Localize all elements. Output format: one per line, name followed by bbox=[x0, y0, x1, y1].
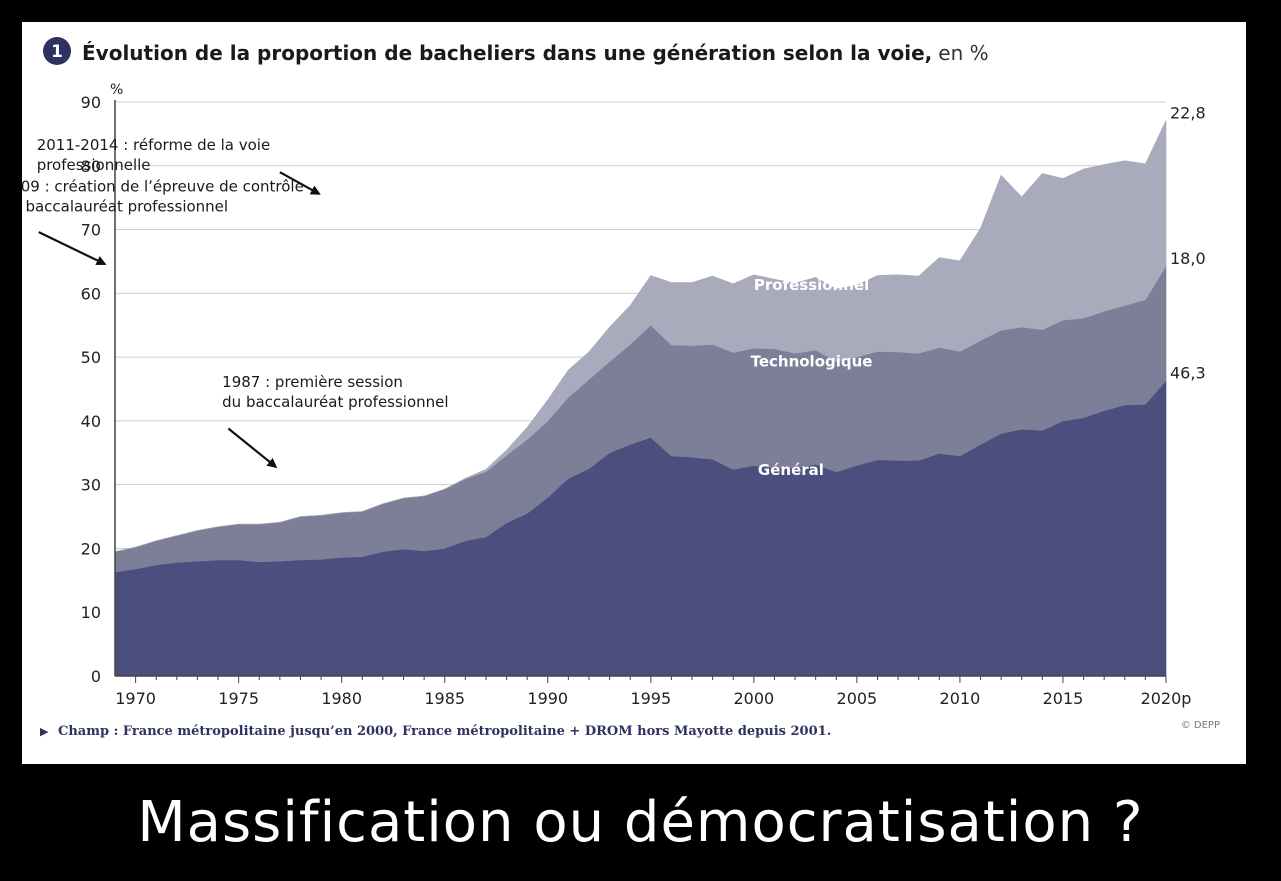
annotation: 1987 : première session du baccalauréat p… bbox=[222, 373, 449, 469]
annotation-text: 2009 : création de l’épreuve de contrôle bbox=[22, 177, 304, 195]
series-label: Général bbox=[758, 461, 824, 479]
figure-title-unit: en % bbox=[938, 41, 988, 65]
figure-card: 1 Évolution de la proportion de bachelie… bbox=[22, 22, 1246, 764]
x-tick-label: 2005 bbox=[837, 689, 878, 708]
x-tick-label: 1985 bbox=[424, 689, 465, 708]
area-professionnel bbox=[114, 120, 1167, 552]
source-credit: © DEPP bbox=[1181, 720, 1220, 731]
y-tick-label: 60 bbox=[81, 284, 101, 303]
y-tick-label: 50 bbox=[81, 348, 101, 367]
y-tick-label: 70 bbox=[81, 221, 101, 240]
end-value-technologique: 18,0 bbox=[1170, 249, 1206, 268]
y-tick-label: 0 bbox=[91, 667, 101, 686]
figure-title: Évolution de la proportion de bacheliers… bbox=[82, 41, 989, 65]
axes: 0 10 20 30 40 50 60 70 80 90 1970 1975 1980 1985 1990 1… bbox=[81, 93, 1192, 708]
annotation-text: professionnelle bbox=[37, 156, 151, 174]
figure-number-badge bbox=[43, 37, 71, 65]
y-tick-label: 30 bbox=[81, 476, 101, 495]
x-tick-label: 1990 bbox=[527, 689, 568, 708]
annotation-text: 1987 : première session bbox=[222, 373, 403, 391]
x-tick-label: 1995 bbox=[630, 689, 671, 708]
x-tick-label: 1975 bbox=[218, 689, 259, 708]
annotation-text: du baccalauréat professionnel bbox=[22, 197, 228, 215]
x-tick-label: 2015 bbox=[1043, 689, 1084, 708]
x-tick-label: 2000 bbox=[733, 689, 774, 708]
annotation-arrow bbox=[38, 231, 107, 266]
series-label: Professionnel bbox=[754, 276, 869, 294]
scope-note: Champ : France métropolitaine jusqu’en 2… bbox=[58, 724, 831, 739]
x-tick-label: 2010 bbox=[940, 689, 981, 708]
x-tick-label: 1980 bbox=[321, 689, 362, 708]
annotation-text: 2011-2014 : réforme de la voie bbox=[37, 136, 270, 154]
annotations: 1987 : première session du baccalauréat p… bbox=[22, 136, 449, 469]
figure-number: 1 bbox=[51, 42, 63, 62]
y-tick-label: 80 bbox=[81, 157, 101, 176]
annotation: 2009 : création de l’épreuve de contrôle… bbox=[22, 177, 304, 266]
end-value-général: 46,3 bbox=[1170, 364, 1206, 383]
x-tick-label: 2020p bbox=[1141, 689, 1192, 708]
x-tick-label: 1970 bbox=[115, 689, 156, 708]
y-tick-label: 90 bbox=[81, 93, 101, 112]
end-value-professionnel: 22,8 bbox=[1170, 103, 1206, 122]
y-tick-label: 20 bbox=[81, 539, 101, 558]
area-chart: 1 Évolution de la proportion de bachelie… bbox=[22, 37, 1220, 739]
slide-caption: Massification ou démocratisation ? bbox=[137, 790, 1144, 855]
annotation-text: du baccalauréat professionnel bbox=[222, 393, 448, 411]
y-tick-label: 10 bbox=[81, 603, 101, 622]
annotation-arrow bbox=[279, 171, 321, 195]
y-axis-unit: % bbox=[110, 82, 123, 98]
series-labels: 46,3 18,0 22,8 Professionnel Technologique Gé… bbox=[751, 103, 1206, 479]
annotation: 2011-2014 : réforme de la voie profession… bbox=[37, 136, 321, 195]
note-marker: ▶ bbox=[40, 725, 49, 738]
annotation-arrow bbox=[227, 427, 278, 469]
figure-title-main: Évolution de la proportion de bacheliers… bbox=[82, 41, 932, 65]
y-tick-label: 40 bbox=[81, 412, 101, 431]
series-label: Technologique bbox=[751, 353, 873, 371]
